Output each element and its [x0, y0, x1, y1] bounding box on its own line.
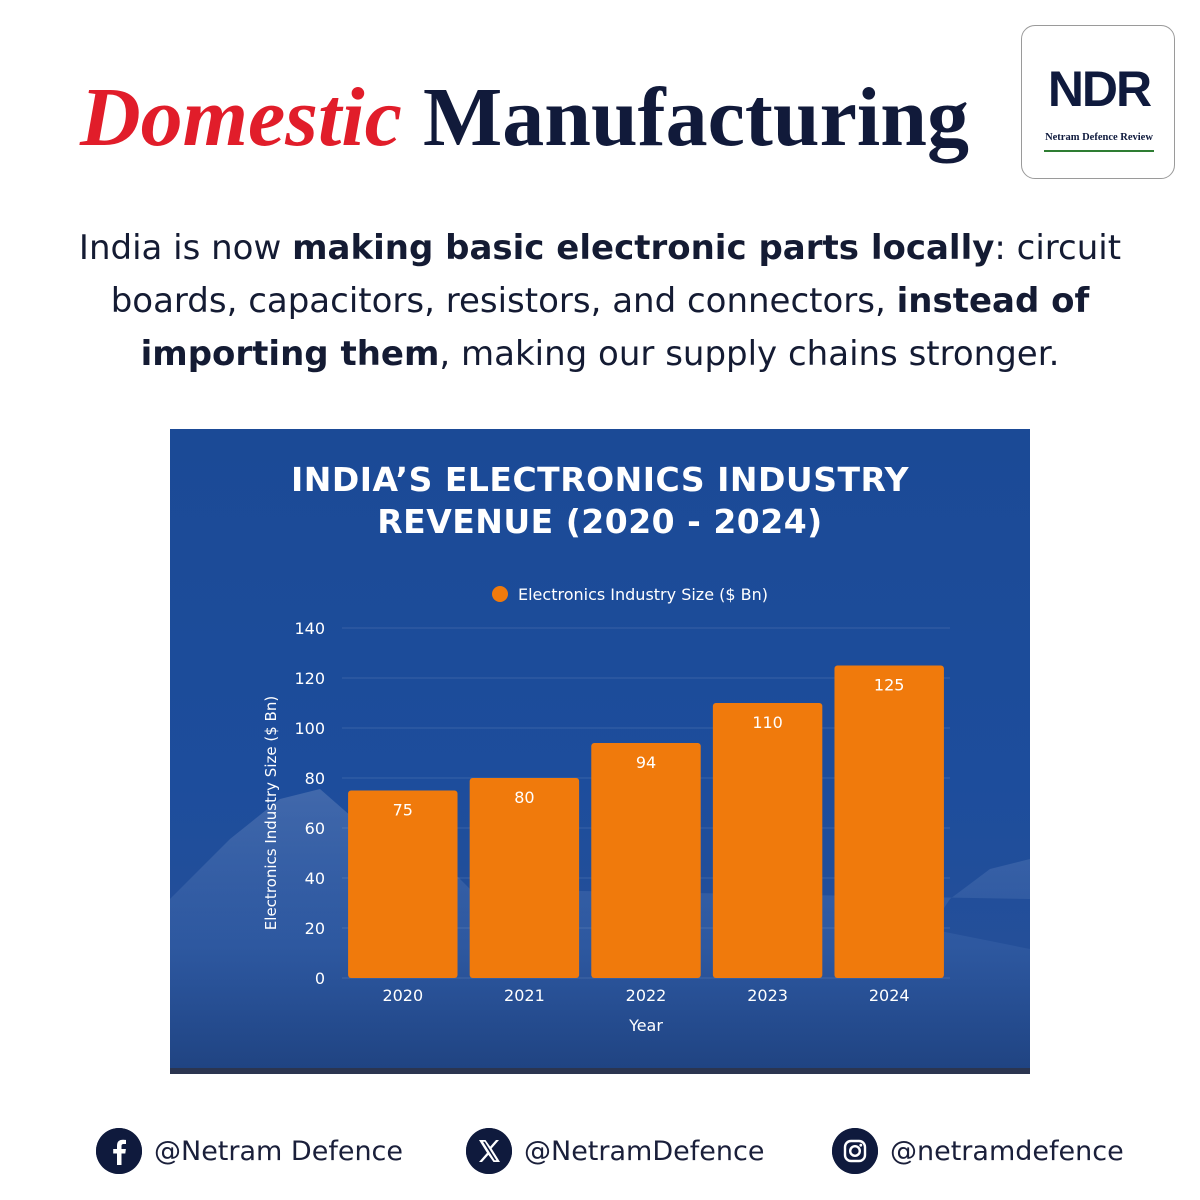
logo-underline [1044, 150, 1154, 152]
social-facebook[interactable]: @Netram Defence [96, 1128, 403, 1174]
x-tick-label: 2023 [747, 986, 788, 1005]
y-tick-label: 140 [294, 619, 325, 638]
y-axis-title: Electronics Industry Size ($ Bn) [262, 696, 280, 930]
y-tick-label: 60 [305, 819, 325, 838]
bar [348, 790, 458, 978]
facebook-handle: @Netram Defence [154, 1135, 404, 1167]
headline: Domestic Manufacturing [80, 71, 1010, 164]
data-label: 110 [752, 713, 783, 732]
intro-paragraph: India is now making basic electronic par… [60, 222, 1140, 381]
headline-main: Manufacturing [422, 71, 969, 164]
bar [834, 665, 944, 978]
chart-title: INDIA’S ELECTRONICS INDUSTRY REVENUE (20… [170, 459, 1030, 543]
chart-bottom-strip [170, 1068, 1030, 1074]
y-tick-label: 0 [315, 969, 325, 988]
facebook-icon [96, 1128, 142, 1174]
y-tick-label: 40 [305, 869, 325, 888]
x-tick-label: 2022 [626, 986, 667, 1005]
chart-card: INDIA’S ELECTRONICS INDUSTRY REVENUE (20… [170, 429, 1030, 1074]
ndr-logo: NDR Netram Defence Review [1021, 25, 1175, 179]
y-tick-label: 80 [305, 769, 325, 788]
bar [591, 743, 701, 978]
instagram-icon [832, 1128, 878, 1174]
intro-bold-1: making basic electronic parts locally [292, 228, 995, 268]
social-x[interactable]: @NetramDefence [466, 1128, 764, 1174]
x-tick-label: 2021 [504, 986, 545, 1005]
x-handle: @NetramDefence [524, 1135, 765, 1167]
headline-accent: Domestic [80, 71, 402, 164]
bar [469, 778, 580, 978]
chart-title-line-1: INDIA’S ELECTRONICS INDUSTRY [290, 460, 910, 499]
bar-chart: 0 20 40 60 80 100 120 140 75 2020 80 2021 94 2022 110 2… [170, 619, 1030, 1074]
chart-title-line-2: REVENUE (2020 - 2024) [377, 502, 823, 541]
legend-swatch [492, 586, 508, 602]
intro-text-3: , making our supply chains stronger. [439, 334, 1060, 374]
social-instagram[interactable]: @netramdefence [832, 1128, 1124, 1174]
x-icon [466, 1128, 512, 1174]
y-tick-label: 120 [294, 669, 325, 688]
data-label: 80 [514, 788, 534, 807]
logo-mark: NDR [1047, 61, 1152, 117]
bar [712, 703, 823, 978]
data-label: 94 [636, 753, 656, 772]
legend-label: Electronics Industry Size ($ Bn) [518, 584, 768, 604]
intro-bold-2: instead of importing them [140, 281, 1090, 374]
data-label: 75 [393, 801, 413, 820]
x-tick-label: 2020 [382, 986, 423, 1005]
intro-text-1: India is now [78, 228, 293, 268]
data-label: 125 [874, 676, 905, 695]
x-axis-title: Year [628, 1016, 663, 1035]
intro-text-2: : circuit boards, capacitors, resistors,… [110, 228, 1122, 321]
logo-tagline: Netram Defence Review [1045, 132, 1153, 143]
instagram-handle: @netramdefence [890, 1135, 1124, 1167]
chart-legend: Electronics Industry Size ($ Bn) [492, 583, 768, 605]
x-tick-label: 2024 [869, 986, 910, 1005]
y-tick-label: 100 [294, 719, 325, 738]
y-tick-label: 20 [305, 919, 325, 938]
